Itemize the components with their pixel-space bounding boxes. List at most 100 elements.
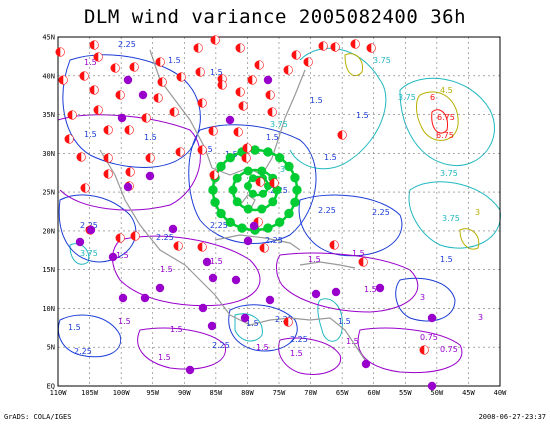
red-marker: [283, 65, 293, 75]
purple-marker: [311, 289, 321, 299]
purple-marker: [123, 75, 133, 85]
longitude-tick-label: 110W: [50, 389, 68, 397]
latitude-tick-label: EQ: [47, 383, 55, 391]
purple-marker: [225, 115, 235, 125]
track-point: [225, 217, 236, 228]
red-marker: [241, 153, 251, 163]
red-marker: [269, 178, 279, 188]
red-marker: [89, 85, 99, 95]
lat-lon-grid: [58, 37, 500, 386]
red-marker: [55, 47, 65, 57]
contour-label: 1.5: [210, 68, 223, 77]
red-marker: [169, 107, 179, 117]
track-point: [216, 208, 226, 219]
red-marker: [255, 177, 265, 187]
red-observation-markers: [55, 35, 429, 355]
purple-marker: [263, 75, 273, 85]
red-marker: [58, 75, 68, 85]
longitude-tick-label: 85W: [210, 389, 223, 397]
contour-label: 1.5: [310, 96, 323, 105]
blue-contours: [57, 54, 456, 358]
contour-label: 2.25: [372, 208, 390, 217]
red-marker: [254, 60, 264, 70]
red-marker: [208, 126, 218, 136]
red-marker: [291, 50, 301, 60]
contour-label: 1.5: [308, 255, 321, 264]
longitude-tick-label: 45W: [462, 389, 475, 397]
red-marker: [197, 145, 207, 155]
contour-label: 6: [430, 93, 435, 102]
longitude-tick-label: 60W: [367, 389, 380, 397]
red-marker: [80, 183, 90, 193]
red-marker: [283, 317, 293, 327]
contour-label: 1.5: [160, 265, 173, 274]
contour-label: 1.5: [144, 133, 157, 142]
track-point: [250, 145, 260, 155]
purple-marker: [427, 313, 437, 323]
red-marker: [130, 231, 140, 241]
contour-label: 2.25: [275, 315, 293, 324]
red-marker: [303, 57, 313, 67]
purple-marker: [208, 273, 218, 283]
contour-label: 2.25: [318, 206, 336, 215]
red-marker: [197, 242, 207, 252]
red-marker: [129, 62, 139, 72]
red-marker: [153, 93, 163, 103]
track-point: [268, 197, 278, 207]
track-point: [284, 161, 294, 172]
contour-label: 3: [280, 165, 285, 174]
purple-marker: [185, 365, 195, 375]
track-point: [257, 204, 267, 214]
contour-label: 1.5: [256, 343, 269, 352]
red-marker: [259, 243, 269, 253]
red-marker: [242, 143, 252, 153]
red-marker: [141, 113, 151, 123]
red-marker: [110, 63, 120, 73]
track-point: [243, 204, 253, 214]
longitude-tick-label: 55W: [399, 389, 412, 397]
contour-label: 3.75: [373, 56, 391, 65]
red-contours: [431, 109, 449, 134]
longitude-tick-label: 75W: [273, 389, 286, 397]
red-marker: [329, 240, 339, 250]
longitude-tick-label: 40W: [494, 389, 507, 397]
red-marker: [79, 71, 89, 81]
latitude-tick-label: 20N: [42, 227, 55, 235]
track-point: [228, 185, 238, 195]
purple-marker: [75, 237, 85, 247]
contour-label: 1.5: [290, 349, 303, 358]
latitude-tick-label: 45N: [42, 34, 55, 42]
latitude-tick-label: 35N: [42, 111, 55, 119]
track-point: [216, 161, 226, 172]
purple-marker: [168, 224, 178, 234]
longitude-tick-label: 70W: [304, 389, 317, 397]
longitude-tick-label: 95W: [146, 389, 159, 397]
red-marker: [175, 147, 185, 157]
contour-label: 6.75: [436, 131, 454, 140]
red-marker: [145, 153, 155, 163]
purple-marker: [140, 293, 150, 303]
longitude-tick-label: 105W: [81, 389, 99, 397]
purple-marker: [138, 90, 148, 100]
contour-label: 1.5: [440, 255, 453, 264]
contour-label: 0.75: [440, 345, 458, 354]
red-marker: [235, 43, 245, 53]
red-marker: [103, 153, 113, 163]
red-marker: [238, 101, 248, 111]
red-marker: [103, 169, 113, 179]
red-marker: [155, 57, 165, 67]
purple-marker: [240, 313, 250, 323]
red-marker: [235, 87, 245, 97]
purple-marker: [155, 283, 165, 293]
track-point: [257, 166, 267, 176]
red-marker: [93, 105, 103, 115]
purple-marker: [202, 257, 212, 267]
longitude-tick-label: 100W: [113, 389, 131, 397]
latitude-tick-label: 5N: [47, 344, 55, 352]
purple-marker: [118, 293, 128, 303]
contour-label: 1.5: [266, 133, 279, 142]
track-point: [263, 223, 273, 233]
contour-label: 1.5: [246, 319, 259, 328]
latitude-tick-label: 10N: [42, 305, 55, 313]
track-point: [244, 182, 252, 190]
